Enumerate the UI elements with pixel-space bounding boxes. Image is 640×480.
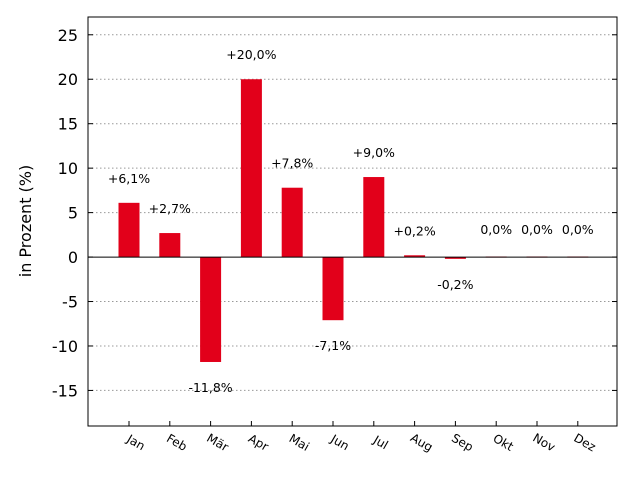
xtick-label-Aug: Aug bbox=[408, 431, 435, 455]
data-label-Jul: +9,0% bbox=[353, 145, 395, 160]
bars bbox=[118, 79, 589, 362]
data-label-Apr: +20,0% bbox=[226, 47, 276, 62]
ytick-label--5: -5 bbox=[62, 293, 78, 312]
xtick-label-Nov: Nov bbox=[530, 431, 557, 455]
ytick-label-5: 5 bbox=[68, 204, 78, 223]
bar-Apr bbox=[240, 79, 262, 258]
xtick-label-Okt: Okt bbox=[491, 431, 517, 454]
y-axis-ticks: -15 -10 -5 0 5 10 15 20 25 bbox=[52, 26, 617, 400]
bar-Jan bbox=[118, 202, 140, 258]
data-label-Okt: 0,0% bbox=[480, 222, 512, 237]
bar-Feb bbox=[159, 233, 181, 258]
plot-frame bbox=[87, 16, 618, 427]
xtick-label-Dez: Dez bbox=[571, 431, 598, 455]
data-label-Jun: -7,1% bbox=[315, 338, 351, 353]
ytick-label-15: 15 bbox=[58, 115, 78, 134]
ytick-label-20: 20 bbox=[58, 70, 78, 89]
ytick-label--15: -15 bbox=[52, 381, 78, 400]
xtick-label-Mai: Mai bbox=[287, 431, 312, 454]
xtick-label-Mär: Mär bbox=[204, 431, 231, 454]
data-label-Jan: +6,1% bbox=[108, 171, 150, 186]
data-label-Dez: 0,0% bbox=[562, 222, 594, 237]
ytick-label-0: 0 bbox=[68, 248, 78, 267]
data-label-Feb: +2,7% bbox=[149, 201, 191, 216]
xtick-label-Jun: Jun bbox=[328, 431, 352, 453]
bar-Jul bbox=[363, 177, 385, 258]
bar-Mär bbox=[200, 257, 222, 362]
data-label-Sep: -0,2% bbox=[437, 277, 473, 292]
data-label-Nov: 0,0% bbox=[521, 222, 553, 237]
bar-Jun bbox=[322, 257, 344, 321]
y-axis-label: in Prozent (%) bbox=[16, 165, 35, 277]
xtick-label-Apr: Apr bbox=[246, 431, 271, 454]
ytick-label-10: 10 bbox=[58, 159, 78, 178]
xtick-label-Jul: Jul bbox=[370, 432, 390, 452]
bar-Mai bbox=[281, 187, 303, 258]
data-labels: +6,1% +2,7% -11,8% +20,0% +7,8% -7,1% +9,0% +0,… bbox=[108, 47, 594, 395]
xtick-label-Jan: Jan bbox=[124, 431, 148, 453]
bar-Aug bbox=[404, 255, 426, 258]
ytick-label--10: -10 bbox=[52, 337, 78, 356]
ytick-label-25: 25 bbox=[58, 26, 78, 45]
xtick-label-Sep: Sep bbox=[449, 431, 476, 454]
data-label-Aug: +0,2% bbox=[393, 223, 435, 238]
data-label-Mai: +7,8% bbox=[271, 156, 313, 171]
gridlines bbox=[88, 34, 617, 391]
bar-Sep bbox=[444, 257, 466, 259]
xtick-label-Feb: Feb bbox=[164, 431, 189, 454]
data-label-Mär: -11,8% bbox=[188, 380, 232, 395]
